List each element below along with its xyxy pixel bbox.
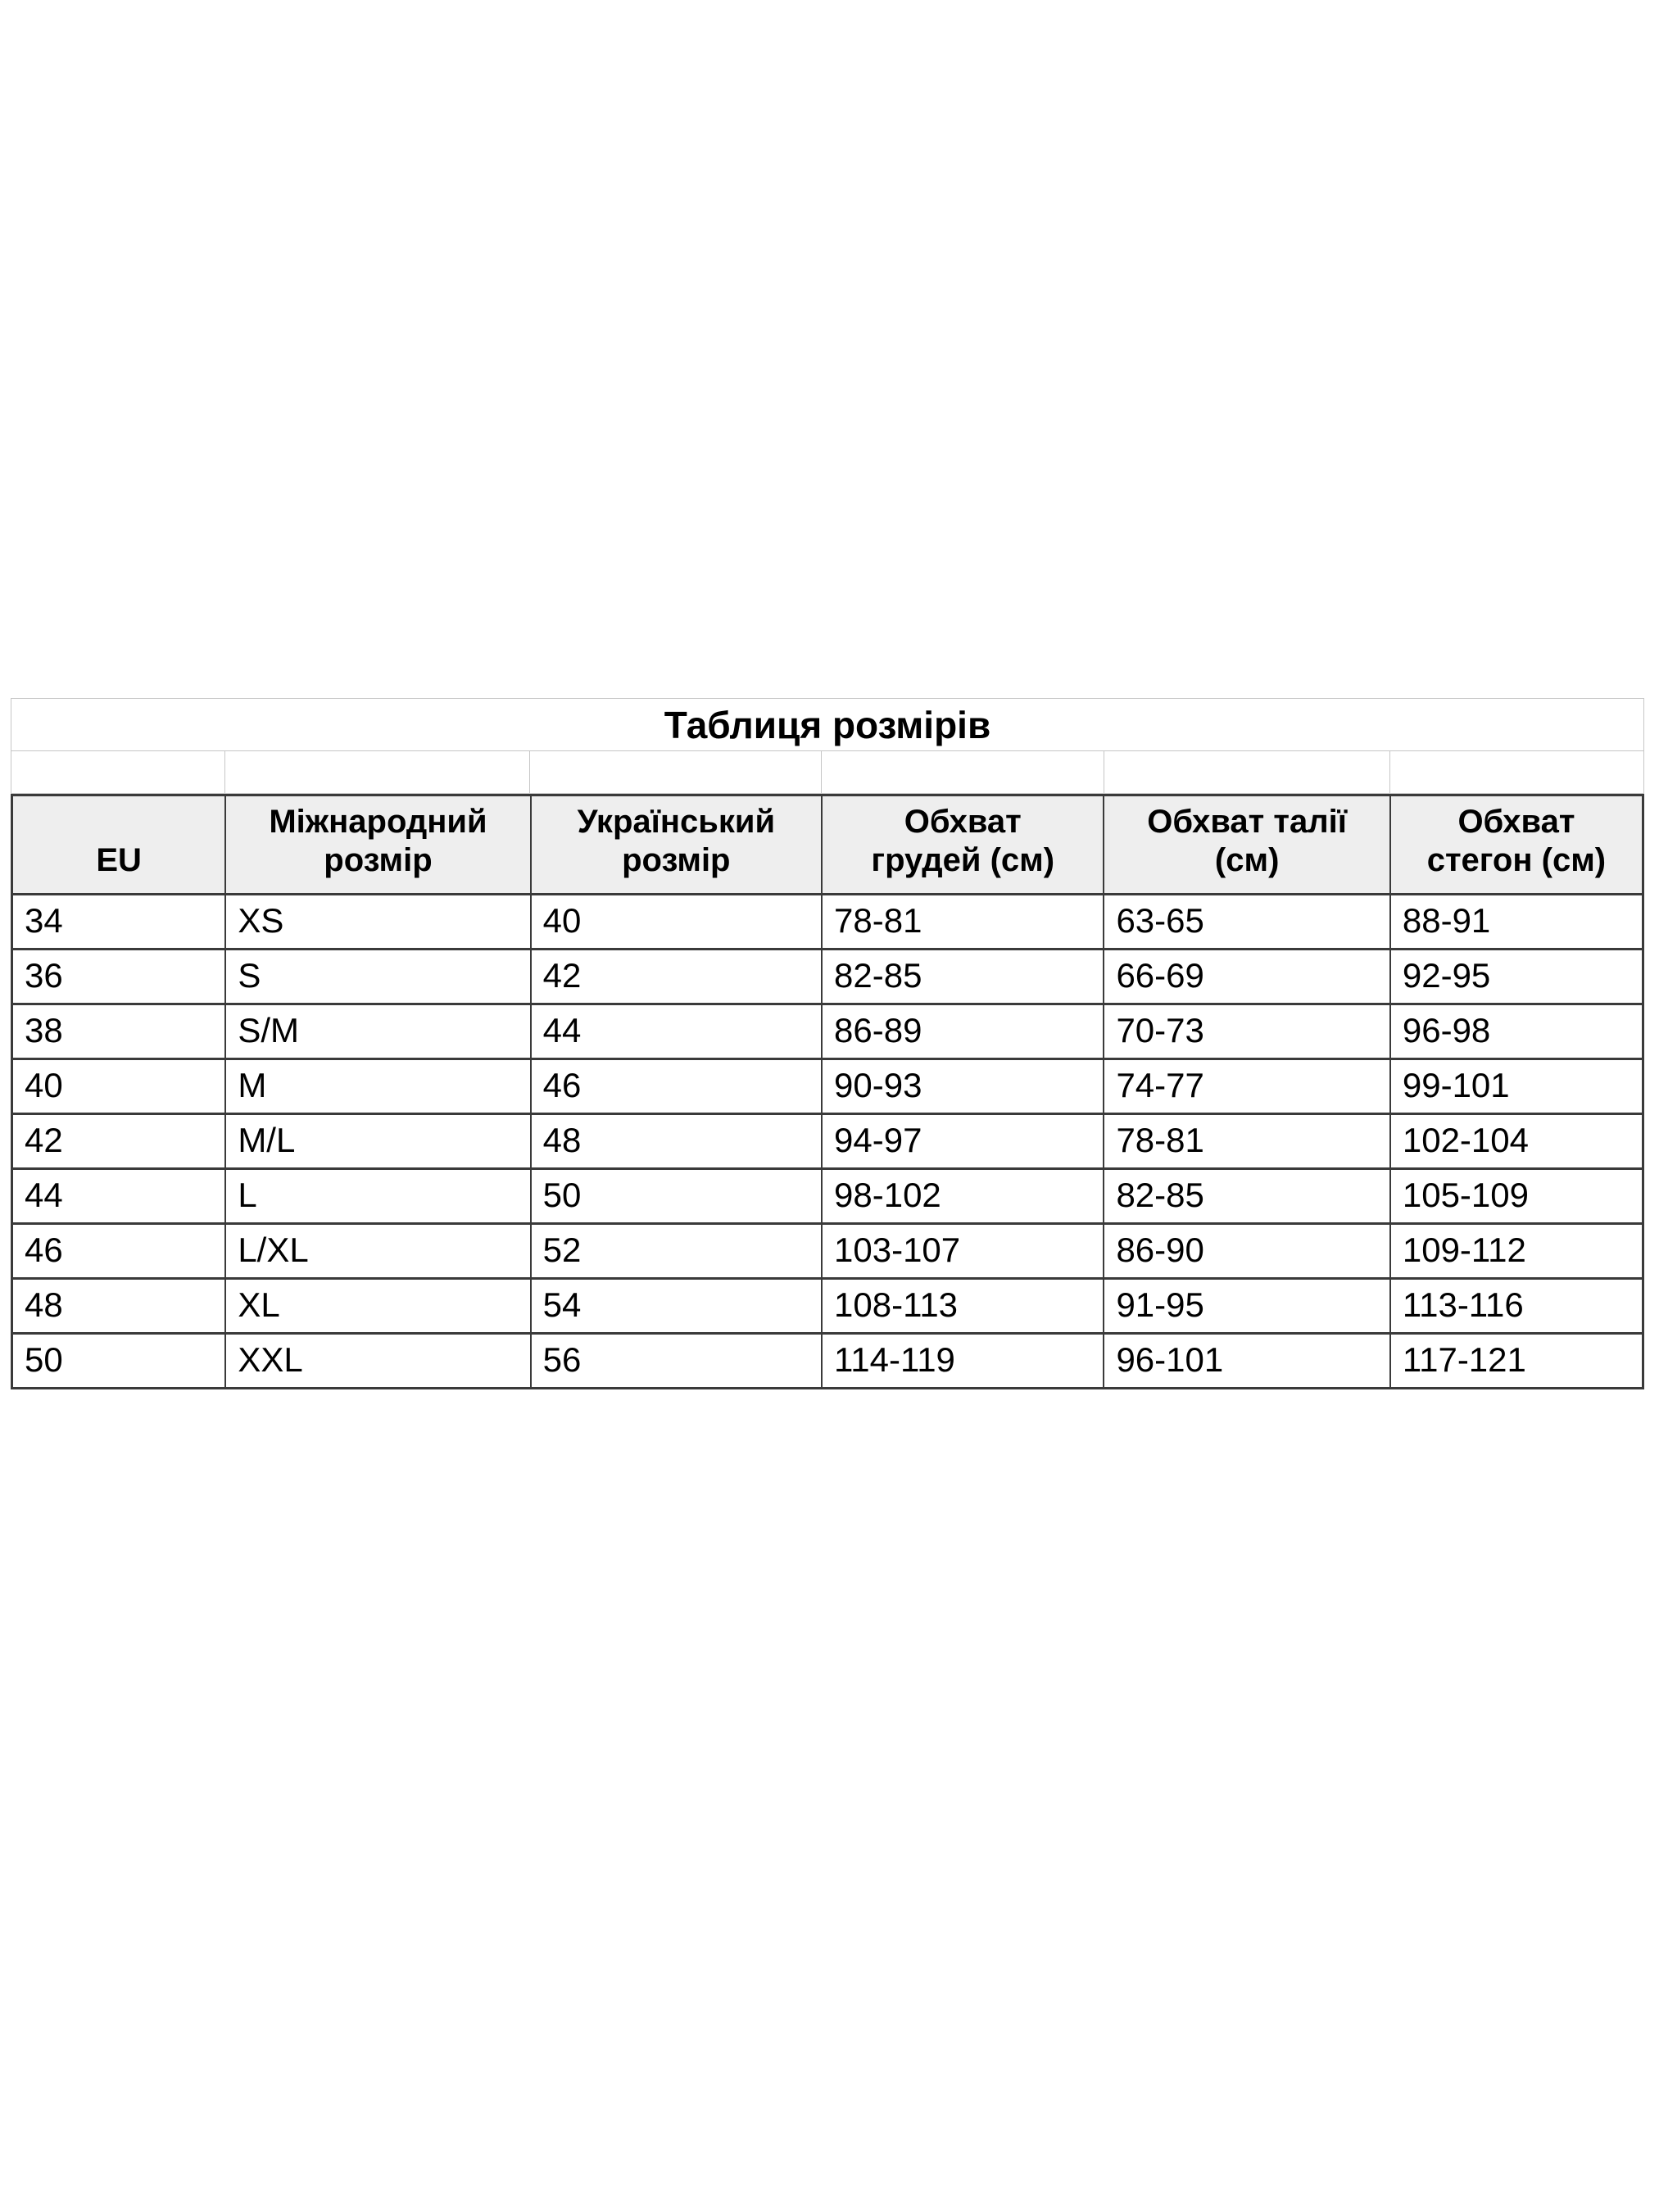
table-cell: 46	[11, 1222, 227, 1281]
table-cell: 52	[529, 1222, 823, 1281]
spacer-cell	[11, 751, 225, 793]
table-row: 48 XL 54 108-113 91-95 113-116	[11, 1277, 1644, 1335]
table-row: 44 L 50 98-102 82-85 105-109	[11, 1167, 1644, 1226]
table-row: 34 XS 40 78-81 63-65 88-91	[11, 893, 1644, 951]
spacer-cell	[225, 751, 531, 793]
table-cell: 66-69	[1103, 948, 1391, 1006]
table-row: 50 XXL 56 114-119 96-101 117-121	[11, 1332, 1644, 1390]
table-cell: 109-112	[1389, 1222, 1644, 1281]
table-cell: 90-93	[821, 1058, 1105, 1116]
table-cell: 94-97	[821, 1113, 1105, 1171]
column-header-eu: EU	[11, 793, 227, 896]
table-cell: 42	[11, 1113, 227, 1171]
table-cell: 56	[529, 1332, 823, 1390]
table-cell: S/M	[224, 1003, 532, 1061]
table-cell: 96-101	[1103, 1332, 1391, 1390]
size-table: EU Міжнародний розмір Український розмір…	[11, 793, 1644, 1390]
table-cell: 108-113	[821, 1277, 1105, 1335]
table-cell: 92-95	[1389, 948, 1644, 1006]
table-cell: L/XL	[224, 1222, 532, 1281]
spacer-cell	[1104, 751, 1391, 793]
table-cell: S	[224, 948, 532, 1006]
column-header-waist: Обхват талії (см)	[1103, 793, 1391, 896]
table-cell: 34	[11, 893, 227, 951]
table-cell: 91-95	[1103, 1277, 1391, 1335]
table-cell: 40	[529, 893, 823, 951]
table-cell: 38	[11, 1003, 227, 1061]
table-cell: 86-90	[1103, 1222, 1391, 1281]
column-header-international-size: Міжнародний розмір	[224, 793, 532, 896]
size-chart-title: Таблиця розмірів	[11, 698, 1644, 751]
table-cell: 40	[11, 1058, 227, 1116]
table-cell: 54	[529, 1277, 823, 1335]
size-chart: Таблиця розмірів EU Міжнародний розмі	[11, 698, 1644, 1390]
table-cell: 114-119	[821, 1332, 1105, 1390]
table-cell: L	[224, 1167, 532, 1226]
header-row: EU Міжнародний розмір Український розмір…	[11, 793, 1644, 896]
table-cell: 46	[529, 1058, 823, 1116]
table-cell: 36	[11, 948, 227, 1006]
table-cell: 103-107	[821, 1222, 1105, 1281]
table-cell: 105-109	[1389, 1167, 1644, 1226]
table-cell: 98-102	[821, 1167, 1105, 1226]
table-cell: 86-89	[821, 1003, 1105, 1061]
table-row: 36 S 42 82-85 66-69 92-95	[11, 948, 1644, 1006]
table-cell: 44	[11, 1167, 227, 1226]
table-cell: 82-85	[1103, 1167, 1391, 1226]
column-header-ukrainian-size: Український розмір	[529, 793, 823, 896]
column-header-hips: Обхват стегон (см)	[1389, 793, 1644, 896]
table-cell: M/L	[224, 1113, 532, 1171]
table-cell: XL	[224, 1277, 532, 1335]
spacer-row	[11, 751, 1644, 794]
table-cell: 99-101	[1389, 1058, 1644, 1116]
table-cell: 44	[529, 1003, 823, 1061]
table-cell: M	[224, 1058, 532, 1116]
table-cell: XXL	[224, 1332, 532, 1390]
table-cell: XS	[224, 893, 532, 951]
table-cell: 78-81	[1103, 1113, 1391, 1171]
column-header-chest: Обхват грудей (см)	[821, 793, 1105, 896]
table-cell: 50	[529, 1167, 823, 1226]
table-cell: 63-65	[1103, 893, 1391, 951]
table-cell: 74-77	[1103, 1058, 1391, 1116]
table-cell: 50	[11, 1332, 227, 1390]
table-cell: 102-104	[1389, 1113, 1644, 1171]
table-cell: 70-73	[1103, 1003, 1391, 1061]
table-cell: 48	[529, 1113, 823, 1171]
table-cell: 113-116	[1389, 1277, 1644, 1335]
table-cell: 96-98	[1389, 1003, 1644, 1061]
table-row: 38 S/M 44 86-89 70-73 96-98	[11, 1003, 1644, 1061]
table-cell: 82-85	[821, 948, 1105, 1006]
table-cell: 48	[11, 1277, 227, 1335]
table-row: 40 M 46 90-93 74-77 99-101	[11, 1058, 1644, 1116]
spacer-cell	[1390, 751, 1643, 793]
table-row: 46 L/XL 52 103-107 86-90 109-112	[11, 1222, 1644, 1281]
spacer-cell	[530, 751, 822, 793]
table-cell: 117-121	[1389, 1332, 1644, 1390]
table-cell: 42	[529, 948, 823, 1006]
table-cell: 88-91	[1389, 893, 1644, 951]
table-cell: 78-81	[821, 893, 1105, 951]
spacer-cell	[822, 751, 1104, 793]
table-row: 42 M/L 48 94-97 78-81 102-104	[11, 1113, 1644, 1171]
